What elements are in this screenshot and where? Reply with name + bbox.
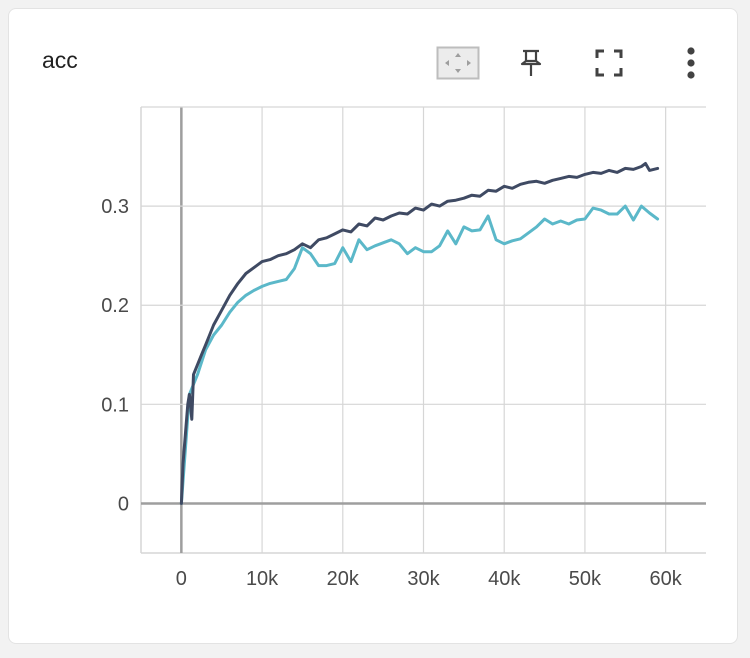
y-tick-label: 0.2 bbox=[101, 295, 129, 317]
series-line-1 bbox=[179, 162, 660, 505]
x-tick-label: 0 bbox=[176, 568, 187, 590]
pin-icon bbox=[518, 48, 544, 78]
x-tick-label: 30k bbox=[407, 568, 440, 590]
x-tick-label: 10k bbox=[246, 568, 279, 590]
card-title: acc bbox=[42, 47, 78, 73]
y-tick-label: 0 bbox=[118, 493, 129, 515]
fit-to-data-icon bbox=[436, 46, 480, 80]
y-tick-label: 0.3 bbox=[101, 196, 129, 218]
x-tick-label: 40k bbox=[488, 568, 521, 590]
scalar-card: acc bbox=[8, 8, 738, 644]
more-vert-icon bbox=[686, 46, 696, 80]
fullscreen-icon bbox=[594, 48, 624, 78]
fullscreen-button[interactable] bbox=[587, 43, 631, 83]
fit-domain-button[interactable] bbox=[436, 43, 480, 83]
pin-button[interactable] bbox=[509, 43, 553, 83]
more-options-button[interactable] bbox=[669, 43, 713, 83]
x-tick-label: 60k bbox=[650, 568, 683, 590]
x-tick-label: 20k bbox=[327, 568, 360, 590]
y-tick-label: 0.1 bbox=[101, 394, 129, 416]
series-line-2 bbox=[179, 204, 660, 505]
x-tick-label: 50k bbox=[569, 568, 602, 590]
